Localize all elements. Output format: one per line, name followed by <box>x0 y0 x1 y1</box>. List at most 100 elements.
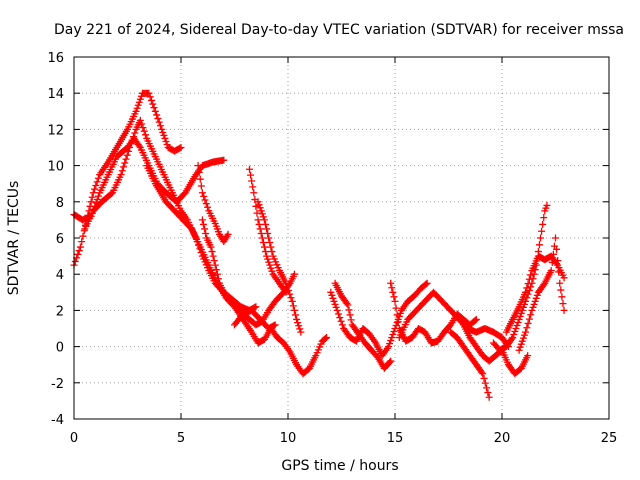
data-point-marker <box>198 189 206 197</box>
data-point-marker <box>554 257 562 265</box>
data-point-marker <box>392 321 400 329</box>
y-tick-labels: -4 -2 0 2 4 6 8 10 12 14 16 <box>47 51 64 428</box>
data-point-marker <box>266 239 274 247</box>
data-point-marker <box>524 352 532 360</box>
data-point-marker <box>91 185 99 193</box>
data-point-marker <box>335 310 343 318</box>
y-tick-label: 2 <box>56 304 64 319</box>
data-point-marker <box>93 195 101 203</box>
data-point-marker <box>249 183 257 191</box>
data-point-marker <box>202 200 210 208</box>
data-point-marker <box>483 384 491 392</box>
data-point-marker <box>135 142 143 150</box>
y-axis-label: SDTVAR / TECUs <box>6 181 22 296</box>
data-point-marker <box>197 182 205 190</box>
x-tick-label: 15 <box>387 431 404 446</box>
data-point-marker <box>328 291 336 299</box>
y-tick-label: 0 <box>56 341 64 356</box>
x-tick-label: 20 <box>494 431 511 446</box>
data-point-marker <box>258 234 266 242</box>
data-point-marker <box>89 189 97 197</box>
y-tick-label: 10 <box>47 160 64 175</box>
data-point-marker <box>124 147 132 155</box>
data-point-marker <box>471 316 479 324</box>
data-markers <box>70 89 568 401</box>
data-point-marker <box>162 137 170 145</box>
data-point-marker <box>530 270 538 278</box>
data-point-marker <box>224 230 232 238</box>
data-point-marker <box>422 280 430 288</box>
data-point-marker <box>393 311 401 319</box>
data-point-marker <box>257 229 265 237</box>
data-point-marker <box>211 261 219 269</box>
data-point-marker <box>553 260 561 268</box>
data-point-marker <box>560 274 568 282</box>
data-point-marker <box>154 115 162 123</box>
data-point-marker <box>543 201 551 209</box>
data-point-marker <box>263 225 271 233</box>
data-point-marker <box>107 190 115 198</box>
data-point-marker <box>120 163 128 171</box>
data-point-marker <box>338 321 346 329</box>
data-point-marker <box>386 358 394 366</box>
data-point-marker <box>511 328 519 336</box>
data-point-marker <box>140 127 148 135</box>
gridlines <box>74 57 609 419</box>
data-point-marker <box>212 266 220 274</box>
data-point-marker <box>347 316 355 324</box>
data-point-marker <box>287 294 295 302</box>
data-point-marker <box>479 370 487 378</box>
data-point-marker <box>257 207 265 215</box>
data-point-marker <box>387 337 395 345</box>
data-point-marker <box>547 267 555 275</box>
data-point-marker <box>159 128 167 136</box>
data-point-marker <box>194 162 202 170</box>
data-point-marker <box>528 306 536 314</box>
data-point-marker <box>145 89 153 97</box>
data-point-marker <box>117 171 125 179</box>
data-point-marker <box>557 286 565 294</box>
data-point-marker <box>256 204 264 212</box>
data-point-marker <box>343 299 351 307</box>
data-point-marker <box>195 168 203 176</box>
data-point-marker <box>264 255 272 263</box>
data-point-marker <box>258 210 266 218</box>
data-point-marker <box>213 270 221 278</box>
data-point-marker <box>252 303 260 311</box>
data-point-marker <box>199 220 207 228</box>
data-point-marker <box>392 304 400 312</box>
data-point-marker <box>394 318 402 326</box>
data-point-marker <box>256 225 264 233</box>
data-point-marker <box>552 234 559 242</box>
data-point-marker <box>252 202 260 210</box>
data-point-marker <box>254 216 262 224</box>
plot-frame <box>73 56 610 420</box>
data-point-marker <box>290 306 298 314</box>
data-point-marker <box>200 192 208 200</box>
data-point-marker <box>74 250 82 258</box>
data-point-marker <box>284 286 292 294</box>
data-point-marker <box>548 258 556 266</box>
data-point-marker <box>186 224 194 232</box>
data-point-marker <box>508 335 516 343</box>
data-point-marker <box>265 258 273 266</box>
data-point-marker <box>247 171 255 179</box>
data-point-marker <box>337 317 345 325</box>
data-point-marker <box>163 140 171 148</box>
data-point-marker <box>153 111 161 119</box>
data-point-marker <box>517 340 525 348</box>
data-point-marker <box>245 165 253 173</box>
data-point-marker <box>123 151 131 159</box>
data-point-marker <box>525 275 533 283</box>
data-point-marker <box>155 118 163 126</box>
data-point-marker <box>527 311 535 319</box>
data-point-marker <box>263 252 271 260</box>
data-point-marker <box>126 144 134 151</box>
data-point-marker <box>268 267 276 275</box>
data-point-marker <box>560 306 568 314</box>
data-point-marker <box>540 281 548 289</box>
y-tick-label: 8 <box>56 196 64 211</box>
x-axis-label: GPS time / hours <box>281 458 398 474</box>
data-point-marker <box>525 315 533 323</box>
x-tick-label: 25 <box>601 431 618 446</box>
